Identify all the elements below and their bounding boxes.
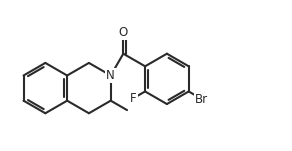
Text: F: F (130, 92, 136, 105)
Text: O: O (119, 26, 128, 39)
Text: Br: Br (195, 93, 208, 106)
Text: N: N (106, 69, 115, 82)
